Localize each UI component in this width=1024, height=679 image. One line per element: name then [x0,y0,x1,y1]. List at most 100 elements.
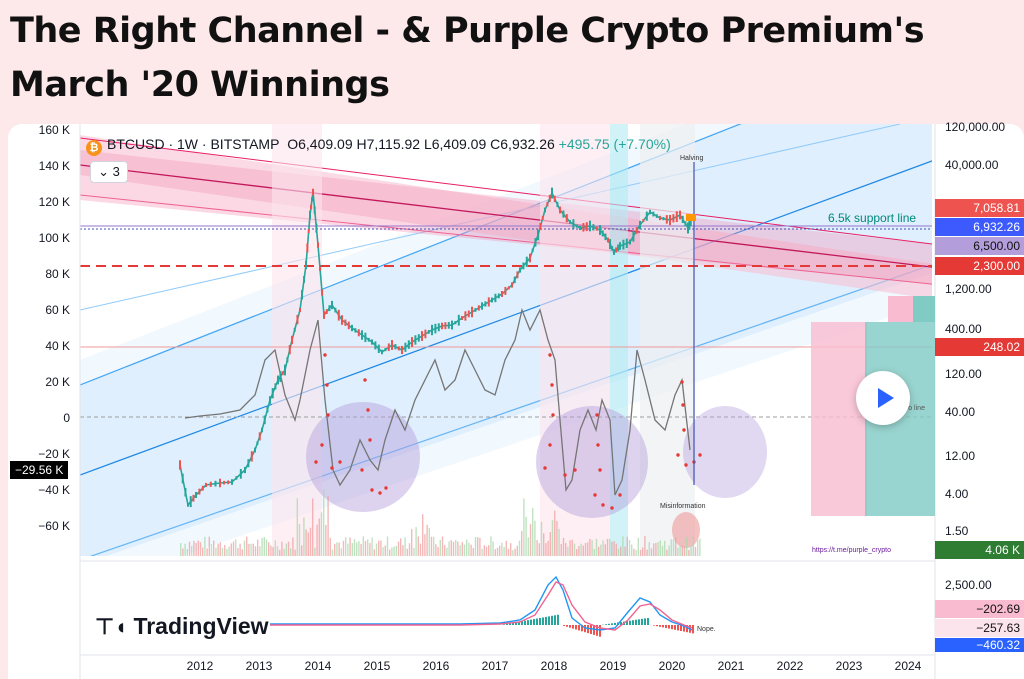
candle [625,238,628,249]
macd-bar [680,625,682,631]
left-axis[interactable]: 160 K 140 K 120 K 100 K 80 K 60 K 40 K 20 K 0 −20… [38,123,70,533]
volume-bar [224,545,226,556]
candle [595,226,598,231]
main-pane[interactable] [80,25,940,590]
macd-bar [506,623,508,625]
symbol-name[interactable]: BTCUSD [107,136,165,152]
macd-bar [614,622,616,625]
volume-bar [279,549,281,556]
macd-bar [599,625,601,637]
candle [687,222,689,234]
volume-bar [595,538,598,556]
volume-bar [543,533,545,556]
volume-bar [470,544,472,556]
zone-grey [640,124,695,556]
volume-bar [424,534,426,556]
candle [214,480,217,487]
candle [613,249,615,255]
candle [544,207,546,213]
candle [284,364,286,376]
volume-bar [400,538,402,556]
pink-box [811,322,867,516]
volume-bar [441,536,444,556]
volume-bar [364,540,367,556]
candle [451,320,453,330]
right-axis-tick: 40,000.00 [945,158,999,172]
macd-bar [533,619,535,625]
macd-bar [572,625,574,629]
volume-bar [334,543,336,556]
candle [269,396,271,404]
volume-bar [331,549,334,556]
macd-bar [521,621,523,625]
candle [639,220,641,230]
candle [279,371,282,383]
volume-bar [624,546,626,556]
candle [477,305,480,311]
indicators-collapse-button[interactable]: ⌄ 3 [90,161,128,183]
pink-line-3 [80,194,932,285]
candles [179,187,692,508]
volume-bar [635,549,637,556]
volume-bar [340,548,342,556]
volume-bar [367,539,369,556]
volume-bar [657,542,659,556]
volume-bar [551,520,554,556]
volume-bar [600,544,602,556]
circle-2018 [536,406,648,518]
candle [407,340,410,349]
macd-bar [593,625,595,635]
candle [301,289,304,300]
volume-bar [349,537,351,556]
right-axis-tick: 1.50 [945,524,969,538]
volume-bar [679,545,681,556]
time-axis[interactable]: 2012 2013 2014 2015 2016 2017 2018 2019 2020 2021… [187,659,922,673]
interval[interactable]: 1W [177,136,199,152]
volume-bar [375,543,378,556]
candle [312,188,314,196]
volume-bar [631,544,633,556]
blue-channel-mid [80,160,932,476]
candle [281,371,284,376]
volume-bar [637,537,639,556]
macd-bar [665,625,667,628]
telegram-link[interactable]: https://t.me/purple_crypto [812,547,891,554]
left-axis-tick: 60 K [45,303,70,317]
candle [414,335,417,345]
candle [534,238,537,247]
candle [585,222,588,232]
volume-bar [221,547,224,556]
candle [525,256,528,268]
volume-bar [318,518,320,556]
symbol-header[interactable]: ₿ BTCUSD · 1W · BITSTAMP O6,409.09 H7,115… [86,136,671,156]
right-axis-tick: 1,200.00 [945,282,992,296]
macd-bar [563,625,565,626]
candle [562,210,565,218]
volume-bar [648,542,650,556]
volume-bar [580,543,582,556]
candle [198,488,201,495]
volume-bar [505,540,507,556]
volume-bar [263,537,265,556]
candle [501,291,503,297]
macd-bar [575,625,577,630]
volume-bar [202,547,204,556]
candle [381,349,383,355]
macd-pane[interactable] [270,575,694,637]
red-dot [363,378,367,382]
volume-bar [437,547,439,556]
volume-bar [402,545,404,556]
right-axis[interactable]: 120,000.00 40,000.00 1,200.00 400.00 120.00 4… [945,120,1005,592]
volume-bar [452,541,455,556]
volume-bar [382,547,384,556]
play-video-button[interactable] [856,371,910,425]
volume-bar [329,537,331,556]
candle [311,197,314,202]
volume-bar [356,542,358,556]
candle [263,415,266,425]
red-dot [563,473,567,477]
candle [522,262,525,270]
candle [582,223,585,232]
candle [377,344,380,354]
